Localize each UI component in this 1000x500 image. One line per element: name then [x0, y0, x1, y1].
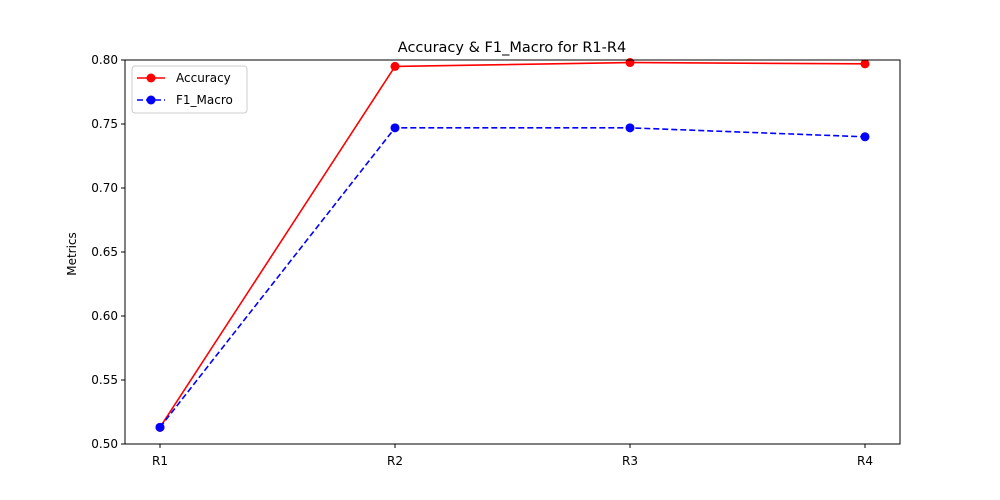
data-point-accuracy [625, 58, 635, 68]
x-axis-ticks: R1 R2 R3 R4 [152, 444, 873, 468]
data-point-accuracy [390, 61, 400, 71]
y-tick-label: 0.55 [91, 373, 118, 387]
legend-marker [146, 95, 156, 105]
y-tick-label: 0.70 [91, 181, 118, 195]
y-tick-label: 0.65 [91, 245, 118, 259]
x-tick-label: R2 [387, 454, 403, 468]
series-layer [155, 58, 870, 432]
legend-marker [146, 73, 156, 83]
y-tick-label: 0.80 [91, 53, 118, 67]
y-axis-label: Metrics [65, 232, 79, 276]
y-tick-label: 0.60 [91, 309, 118, 323]
series-line-accuracy [159, 61, 866, 428]
x-tick-label: R1 [152, 454, 168, 468]
y-axis-ticks: 0.50 0.55 0.60 0.65 0.70 0.75 0.80 [91, 53, 125, 451]
legend: Accuracy F1_Macro [131, 65, 248, 114]
data-point-f1-macro [625, 123, 635, 133]
data-point-f1-macro [390, 123, 400, 133]
data-point-f1-macro [860, 132, 870, 142]
y-tick-label: 0.75 [91, 117, 118, 131]
legend-label: F1_Macro [176, 93, 233, 107]
y-tick-label: 0.50 [91, 437, 118, 451]
x-tick-label: R4 [857, 454, 873, 468]
data-point-accuracy [860, 59, 870, 69]
x-tick-label: R3 [622, 454, 638, 468]
plot-area-frame [124, 59, 901, 445]
data-point-f1-macro [155, 422, 165, 432]
series-line-f1-macro [159, 127, 866, 428]
chart-title: Accuracy & F1_Macro for R1-R4 [398, 40, 626, 56]
legend-label: Accuracy [176, 71, 231, 85]
